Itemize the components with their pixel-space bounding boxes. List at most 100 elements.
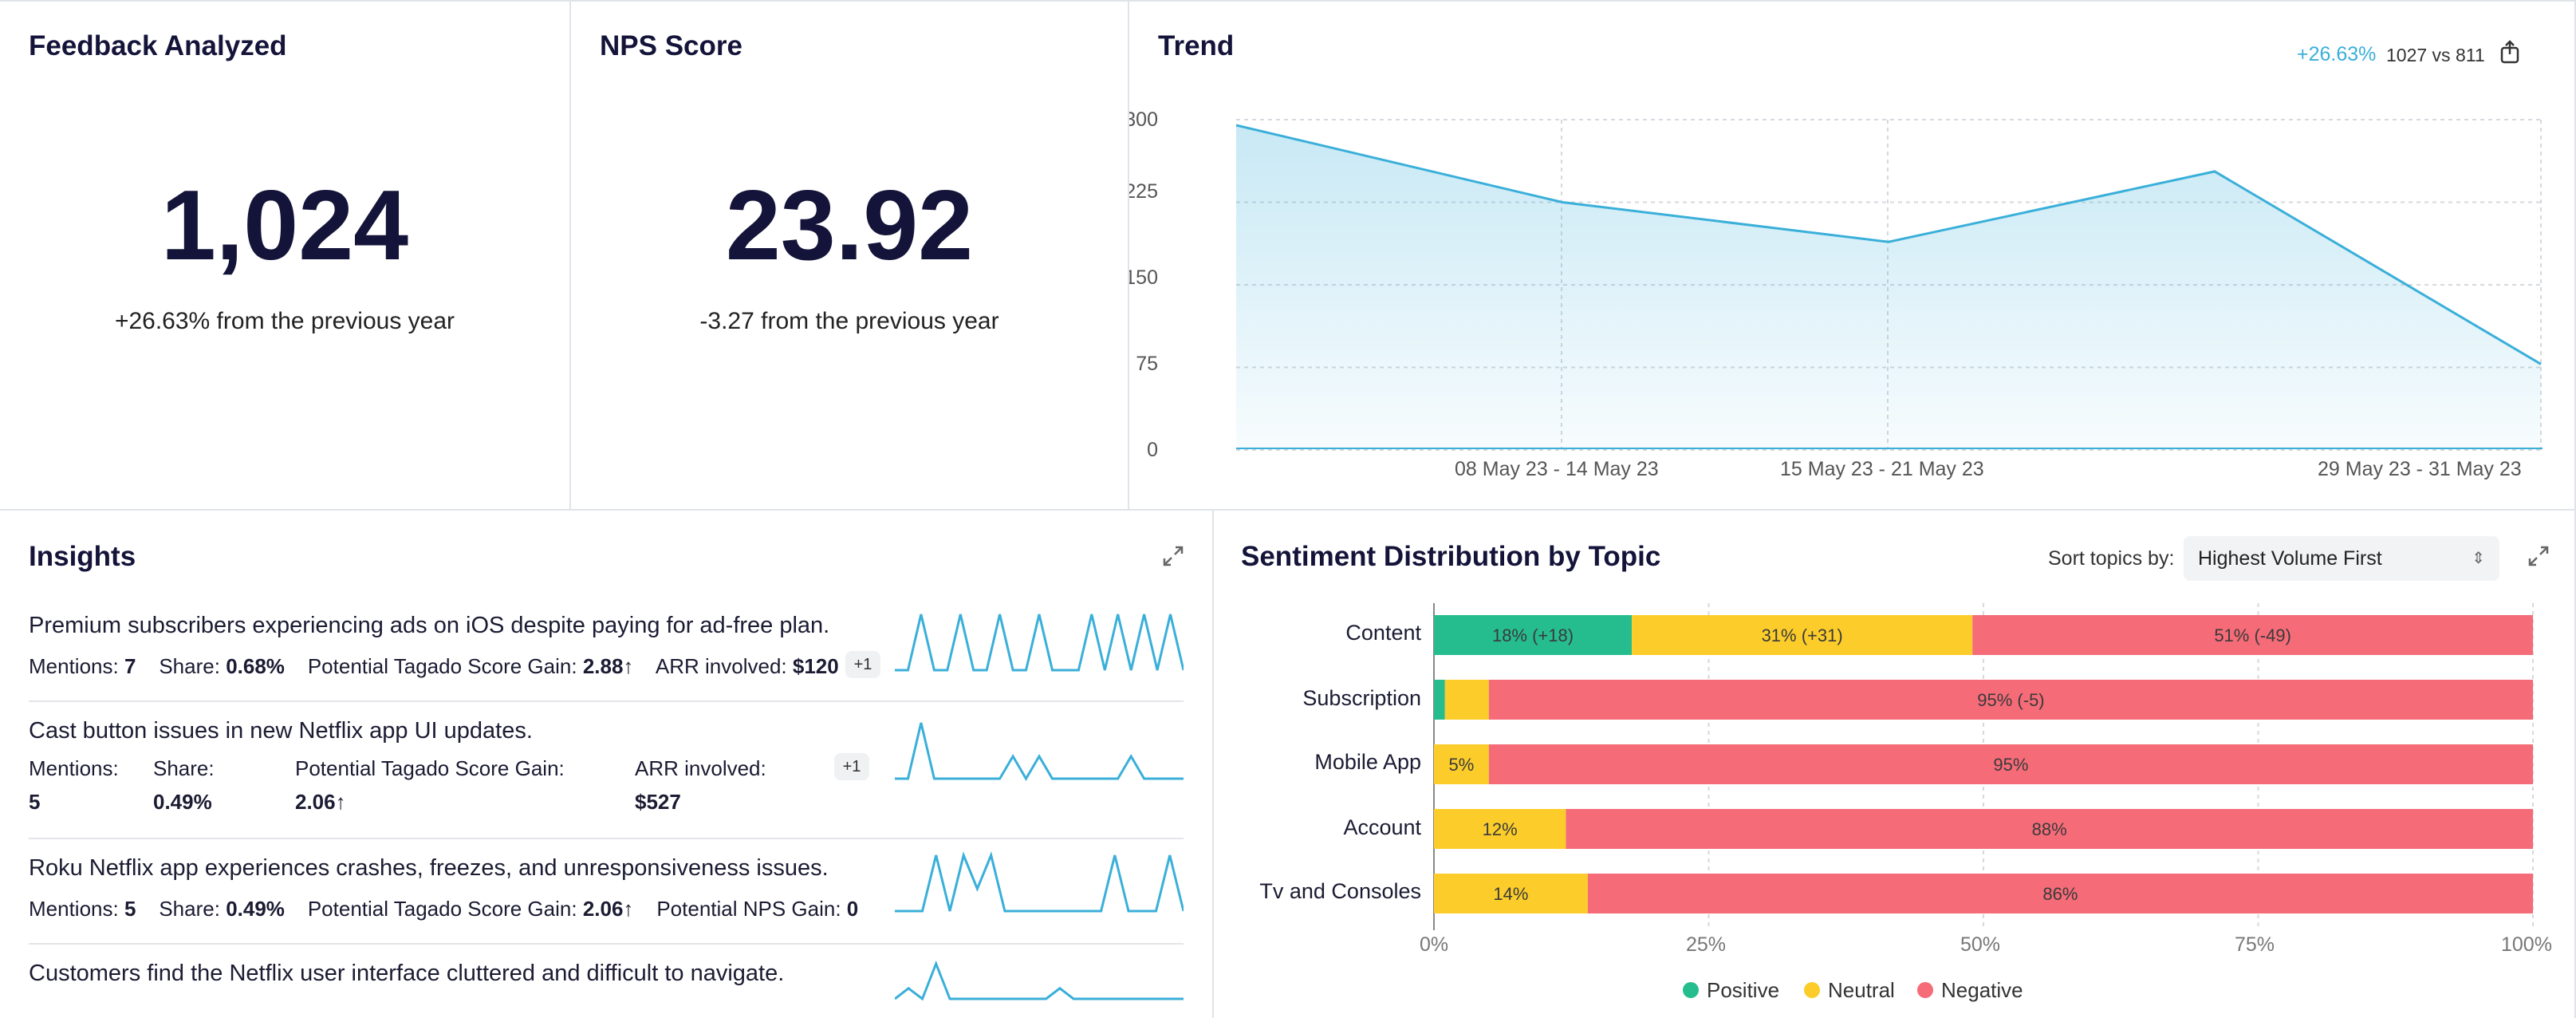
feedback-analyzed-delta: +26.63% from the previous year: [114, 308, 455, 334]
feedback-analyzed-card: Feedback Analyzed 1,024 +26.63% from the…: [0, 0, 569, 509]
trend-card: Trend +26.63% 1027 vs 811 300 225 150 75…: [1129, 0, 2576, 509]
insights-card: Insights Premium subscribers experiencin…: [0, 511, 1212, 1018]
bar-value-label: 95%: [1993, 755, 2028, 775]
sparkline-path: [895, 722, 1184, 781]
negative-dot-icon: [1917, 982, 1933, 999]
trend-line: [1236, 124, 2542, 365]
gain-label: Potential Tagado Score Gain:: [295, 756, 565, 780]
gain-label: Potential Tagado Score Gain:: [307, 654, 577, 678]
sort-label: Sort topics by:: [2048, 547, 2175, 570]
share-label: Share:: [159, 654, 220, 678]
sentiment-chart: 18% (+18) 31% (+31) 51% (-49) 95% (-5) 5% 95%…: [1433, 603, 2534, 930]
gain-value: 2.06↑: [295, 790, 346, 814]
nps-score-card: NPS Score 23.92 -3.27 from the previous …: [571, 0, 1128, 509]
insight-sparkline: [895, 722, 1184, 781]
sparkline-path: [895, 960, 1184, 1001]
bar-positive[interactable]: [1434, 615, 1633, 655]
divider: [29, 943, 1184, 945]
trend-y-tick: 0: [1147, 439, 1158, 461]
bar-neutral[interactable]: [1434, 809, 1566, 849]
trend-y-tick: 75: [1136, 353, 1158, 375]
arr-value: $527: [635, 790, 681, 814]
mentions-label: Mentions:: [29, 654, 119, 678]
trend-y-tick: 150: [1129, 266, 1158, 289]
trend-x-label: 29 May 23 - 31 May 23: [2318, 458, 2522, 480]
nps-score-title: NPS Score: [600, 30, 742, 61]
bar-negative[interactable]: [1488, 744, 2533, 784]
insights-title: Insights: [29, 541, 136, 572]
sentiment-x-tick: 75%: [2235, 933, 2275, 956]
trend-change: +26.63%: [2297, 43, 2377, 65]
legend-negative[interactable]: Negative: [1917, 978, 2023, 1003]
legend-label: Neutral: [1828, 978, 1895, 1002]
arr-label: ARR involved:: [655, 654, 787, 678]
insight-title: Premium subscribers experiencing ads on …: [29, 613, 830, 638]
bar-positive[interactable]: [1434, 680, 1445, 720]
insight-meta: Mentions: 5 Share: 0.49% Potential Tagad…: [29, 897, 858, 921]
chevron-updown-icon: ⇕: [2472, 550, 2485, 567]
nps-score-value: 23.92: [725, 171, 974, 281]
bar-neutral[interactable]: [1632, 615, 1973, 655]
trend-compare: 1027 vs 811: [2386, 45, 2485, 65]
insight-title: Cast button issues in new Netflix app UI…: [29, 718, 533, 744]
mentions-label: Mentions:: [29, 897, 119, 921]
legend-label: Positive: [1707, 978, 1780, 1002]
bar-negative[interactable]: [1972, 615, 2533, 655]
sentiment-x-tick: 0%: [1420, 933, 1449, 956]
sparkline-path: [895, 614, 1184, 672]
insight-item[interactable]: Roku Netflix app experiences crashes, fr…: [29, 855, 1185, 935]
bar-neutral[interactable]: [1434, 874, 1588, 913]
legend-positive[interactable]: Positive: [1683, 978, 1779, 1003]
sort-select[interactable]: Highest Volume First ⇕: [2184, 536, 2499, 581]
share-value: 0.68%: [226, 654, 285, 678]
insight-item[interactable]: Customers find the Netflix user interfac…: [29, 961, 1185, 1008]
gain-label: Potential Tagado Score Gain:: [307, 897, 577, 921]
nps-gain-label: Potential NPS Gain:: [656, 897, 841, 921]
share-label: Share:: [153, 756, 215, 780]
nps-gain-value: 0: [846, 897, 859, 921]
insight-title: Roku Netflix app experiences crashes, fr…: [29, 855, 829, 881]
bar-value-label: 88%: [2032, 819, 2067, 839]
insight-sparkline: [895, 960, 1184, 1001]
mentions-value: 7: [124, 654, 136, 678]
bar-value-label: 86%: [2042, 884, 2078, 904]
bar-value-label: 95% (-5): [1977, 690, 2044, 710]
trend-y-tick: 225: [1129, 180, 1158, 203]
topic-label: Account: [1343, 815, 1421, 839]
expand-icon[interactable]: [2527, 544, 2550, 568]
sentiment-x-tick: 25%: [1686, 933, 1727, 956]
trend-area: [1236, 124, 2541, 450]
topic-label: Content: [1345, 621, 1421, 645]
divider: [1212, 511, 1214, 1018]
trend-chart: [1236, 119, 2543, 451]
bar-value-label: 12%: [1483, 819, 1518, 839]
sentiment-x-tick: 100%: [2501, 933, 2552, 956]
bar-value-label: 5%: [1449, 755, 1475, 775]
topic-label: Mobile App: [1314, 750, 1421, 774]
divider: [0, 509, 2576, 511]
more-badge[interactable]: +1: [845, 651, 880, 678]
neutral-dot-icon: [1804, 982, 1820, 999]
bar-negative[interactable]: [1566, 809, 2533, 849]
feedback-analyzed-value: 1,024: [160, 171, 409, 281]
trend-x-label: 15 May 23 - 21 May 23: [1780, 458, 1984, 480]
insight-sparkline: [895, 851, 1184, 913]
bar-neutral[interactable]: [1444, 680, 1489, 720]
divider: [2574, 0, 2576, 1018]
legend-neutral[interactable]: Neutral: [1804, 978, 1895, 1003]
bar-neutral[interactable]: [1434, 744, 1489, 784]
divider: [569, 0, 571, 509]
arr-value: $120: [792, 654, 839, 678]
insight-item[interactable]: Cast button issues in new Netflix app UI…: [29, 718, 1185, 814]
mentions-label: Mentions:: [29, 756, 119, 780]
bar-negative[interactable]: [1488, 680, 2533, 720]
bar-value-label: 18% (+18): [1492, 625, 1574, 645]
share-icon[interactable]: [2496, 38, 2523, 65]
insight-item[interactable]: Premium subscribers experiencing ads on …: [29, 613, 1185, 702]
nps-score-delta: -3.27 from the previous year: [699, 308, 999, 334]
expand-icon[interactable]: [1161, 544, 1185, 568]
sentiment-title: Sentiment Distribution by Topic: [1241, 541, 1661, 572]
more-badge[interactable]: +1: [834, 753, 869, 780]
mentions-value: 5: [29, 790, 41, 814]
bar-negative[interactable]: [1587, 874, 2533, 913]
